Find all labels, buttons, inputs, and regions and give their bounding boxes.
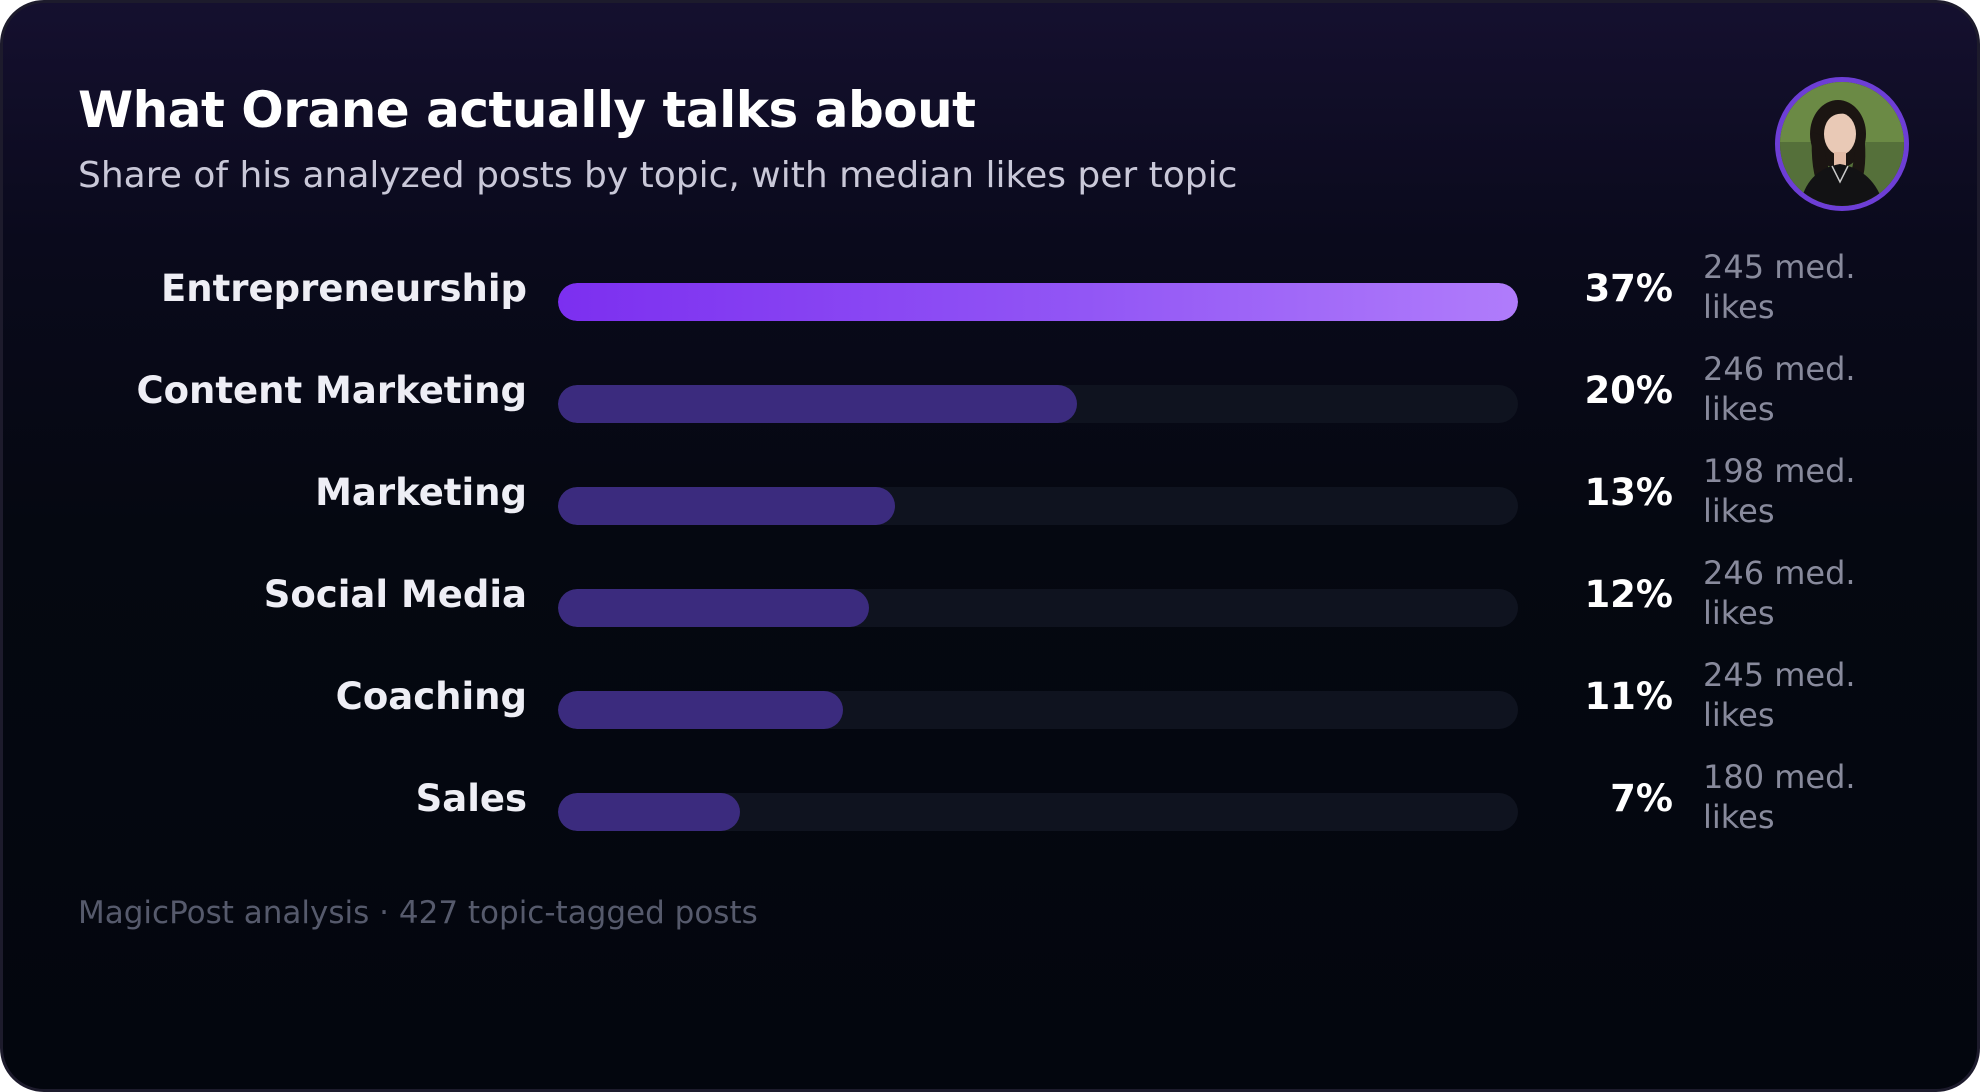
- chart-row: Content Marketing 20% 246 med. likes: [3, 349, 1977, 451]
- bar-track: [558, 283, 1518, 321]
- category-label: Content Marketing: [136, 369, 527, 412]
- median-likes-label: 198 med. likes: [1703, 452, 1856, 530]
- value-label: 20%: [1584, 369, 1673, 412]
- category-label: Entrepreneurship: [160, 267, 527, 310]
- bar: [558, 589, 869, 627]
- chart-title: What Orane actually talks about: [78, 81, 976, 139]
- median-likes-label: 180 med. likes: [1703, 758, 1856, 836]
- chart-row: Sales 7% 180 med. likes: [3, 757, 1977, 859]
- chart-row: Coaching 11% 245 med. likes: [3, 655, 1977, 757]
- median-likes-label: 245 med. likes: [1703, 656, 1856, 734]
- median-likes-label: 246 med. likes: [1703, 554, 1856, 632]
- value-label: 11%: [1584, 675, 1673, 718]
- bar-track: [558, 691, 1518, 729]
- bar: [558, 283, 1518, 321]
- chart-row: Social Media 12% 246 med. likes: [3, 553, 1977, 655]
- bar: [558, 691, 843, 729]
- category-label: Sales: [415, 777, 527, 820]
- category-label: Coaching: [335, 675, 527, 718]
- median-likes-label: 245 med. likes: [1703, 248, 1856, 326]
- median-likes-label: 246 med. likes: [1703, 350, 1856, 428]
- bar: [558, 793, 740, 831]
- bar-track: [558, 793, 1518, 831]
- profile-photo-icon: [1780, 82, 1904, 206]
- category-label: Marketing: [315, 471, 527, 514]
- category-label: Social Media: [263, 573, 527, 616]
- bar: [558, 487, 895, 525]
- value-label: 13%: [1584, 471, 1673, 514]
- chart-footer: MagicPost analysis · 427 topic-tagged po…: [78, 895, 758, 931]
- bar-track: [558, 385, 1518, 423]
- chart-row: Entrepreneurship 37% 245 med. likes: [3, 247, 1977, 349]
- chart-subtitle: Share of his analyzed posts by topic, wi…: [78, 155, 1238, 196]
- value-label: 37%: [1584, 267, 1673, 310]
- value-label: 12%: [1584, 573, 1673, 616]
- value-label: 7%: [1610, 777, 1673, 820]
- bar: [558, 385, 1077, 423]
- bar-track: [558, 487, 1518, 525]
- avatar: [1775, 77, 1909, 211]
- chart-row: Marketing 13% 198 med. likes: [3, 451, 1977, 553]
- bar-track: [558, 589, 1518, 627]
